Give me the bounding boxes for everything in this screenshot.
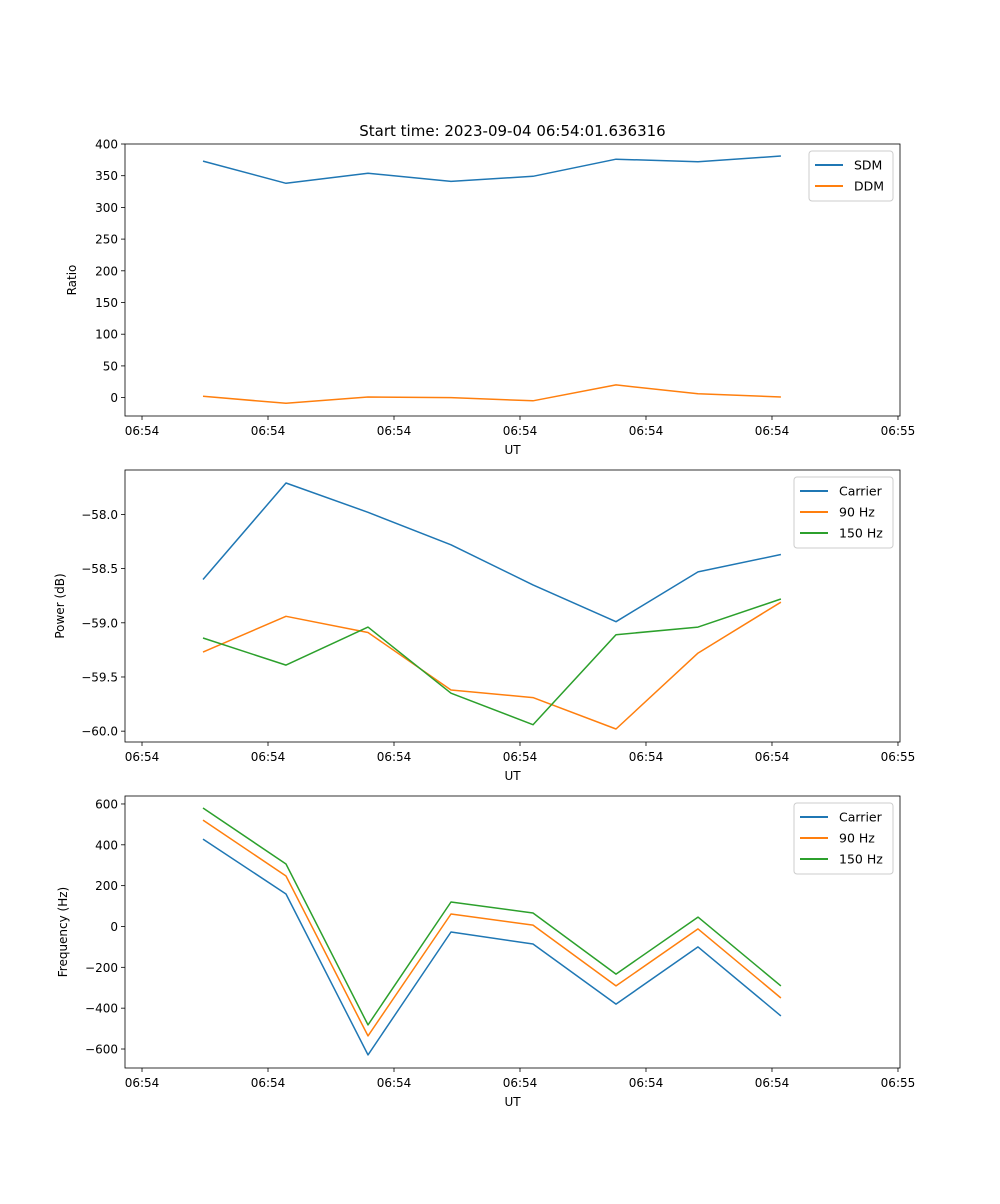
x-tick-label: 06:54: [629, 424, 664, 438]
y-tick-label: 200: [95, 879, 118, 893]
x-tick-label: 06:54: [503, 750, 538, 764]
x-tick-label: 06:54: [251, 424, 286, 438]
y-tick-label: 200: [95, 264, 118, 278]
x-axis-label: UT: [504, 1095, 521, 1109]
x-tick-label: 06:54: [125, 750, 160, 764]
legend-label: SDM: [854, 158, 882, 173]
series-line-carrier: [202, 838, 782, 1056]
y-tick-label: −200: [85, 961, 118, 975]
y-tick-label: 300: [95, 201, 118, 215]
x-tick-label: 06:55: [881, 750, 916, 764]
series-line-carrier: [202, 482, 782, 623]
axes-frame: [124, 469, 901, 743]
subplot-1: 06:54 06:54 06:54 06:54 06:54 06:54 06:55 0 50 10…: [65, 138, 915, 458]
legend-label: Carrier: [839, 484, 883, 499]
y-tick-label: 100: [95, 328, 118, 342]
legend-label: 90 Hz: [839, 831, 875, 846]
x-tick-label: 06:55: [881, 1076, 916, 1090]
y-tick-label: −60.0: [81, 725, 118, 739]
legend-label: 150 Hz: [839, 852, 883, 867]
x-tick-label: 06:54: [629, 1076, 664, 1090]
subplot-3: 06:54 06:54 06:54 06:54 06:54 06:54 06:55 −600 −…: [56, 795, 916, 1109]
x-tick-label: 06:54: [629, 750, 664, 764]
y-tick-label: −59.0: [81, 616, 118, 630]
y-tick-label: 0: [110, 920, 118, 934]
y-tick-label: −58.5: [81, 562, 118, 576]
y-tick-label: −600: [85, 1043, 118, 1057]
legend: Carrier 90 Hz 150 Hz: [793, 802, 894, 875]
x-tick-label: 06:54: [251, 1076, 286, 1090]
legend: Carrier 90 Hz 150 Hz: [793, 476, 894, 549]
legend: SDM DDM: [808, 150, 894, 202]
series-line-sdm: [202, 155, 781, 185]
y-axis-label: Ratio: [65, 265, 79, 296]
x-axis-label: UT: [504, 769, 521, 783]
y-tick-label: 350: [95, 169, 118, 183]
y-tick-label: −400: [85, 1002, 118, 1016]
y-tick-label: 150: [95, 296, 118, 310]
x-tick-label: 06:54: [125, 1076, 160, 1090]
x-tick-label: 06:54: [755, 424, 790, 438]
axes-frame: [124, 143, 901, 417]
legend-label: 150 Hz: [839, 526, 883, 541]
y-tick-label: 250: [95, 233, 118, 247]
legend-box: [793, 802, 894, 875]
chart-title: Start time: 2023-09-04 06:54:01.636316: [359, 122, 665, 140]
x-tick-label: 06:54: [377, 424, 412, 438]
x-tick-label: 06:54: [377, 1076, 412, 1090]
y-axis-label: Power (dB): [53, 573, 67, 638]
y-tick-label: −59.5: [81, 670, 118, 684]
y-tick-label: −58.0: [81, 508, 118, 522]
x-tick-label: 06:54: [755, 750, 790, 764]
y-tick-label: 400: [95, 138, 118, 152]
series-line-150-hz: [202, 807, 782, 1026]
series-line-90-hz: [202, 819, 782, 1037]
x-tick-label: 06:54: [125, 424, 160, 438]
x-tick-label: 06:54: [377, 750, 412, 764]
series-line-90-hz: [202, 601, 782, 730]
x-tick-label: 06:54: [251, 750, 286, 764]
legend-label: DDM: [854, 179, 884, 194]
legend-box: [808, 150, 894, 202]
axes-frame: [124, 795, 901, 1069]
series-line-150-hz: [202, 598, 782, 726]
x-tick-label: 06:54: [755, 1076, 790, 1090]
x-tick-label: 06:54: [503, 424, 538, 438]
y-tick-label: 400: [95, 838, 118, 852]
x-tick-label: 06:54: [503, 1076, 538, 1090]
y-tick-label: 600: [95, 797, 118, 811]
legend-box: [793, 476, 894, 549]
y-axis-label: Frequency (Hz): [56, 887, 70, 978]
x-axis-label: UT: [504, 443, 521, 457]
legend-label: 90 Hz: [839, 505, 875, 520]
y-tick-label: 0: [110, 391, 118, 405]
y-tick-label: 50: [103, 359, 118, 373]
subplot-2: 06:54 06:54 06:54 06:54 06:54 06:54 06:55 −60.0…: [53, 469, 916, 783]
series-line-ddm: [202, 384, 781, 405]
x-tick-label: 06:55: [881, 424, 916, 438]
legend-label: Carrier: [839, 810, 883, 825]
